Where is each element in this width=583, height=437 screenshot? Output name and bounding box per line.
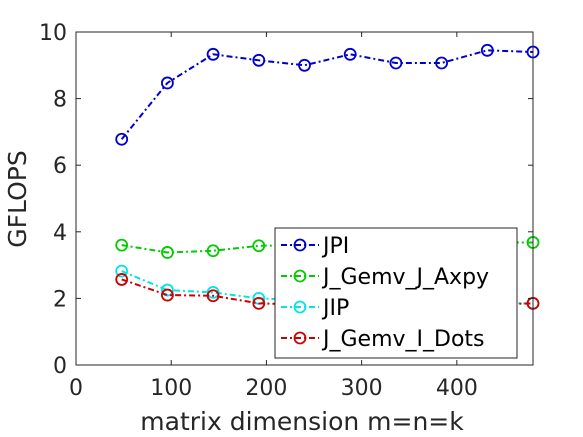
data-point xyxy=(252,239,266,253)
data-point xyxy=(252,296,266,310)
series-line xyxy=(121,270,534,305)
data-point xyxy=(206,244,220,258)
legend-marker xyxy=(293,238,307,252)
data-point xyxy=(298,58,311,72)
legend-marker xyxy=(293,269,307,283)
axes-box xyxy=(75,31,534,366)
data-point xyxy=(160,283,174,297)
legend-marker xyxy=(293,331,307,345)
legend-item: J_Gemv_J_Axpy xyxy=(281,265,489,290)
y-tick-label: 0 xyxy=(53,354,67,379)
series-JPI xyxy=(115,43,540,146)
y-tick-label: 2 xyxy=(53,287,67,312)
legend-label: J_Gemv_I_Dots xyxy=(321,327,485,352)
y-tick-label: 10 xyxy=(39,21,67,46)
data-point xyxy=(160,288,174,302)
data-point xyxy=(206,289,220,303)
y-axis-label: GFLOPS xyxy=(3,150,32,247)
legend-label: JPI xyxy=(321,234,349,259)
data-point xyxy=(435,56,449,70)
data-point xyxy=(343,47,357,61)
legend-label: JIP xyxy=(321,296,349,321)
data-point xyxy=(206,286,220,299)
x-tick-label: 100 xyxy=(150,376,192,401)
data-point xyxy=(389,56,403,70)
x-tick-label: 300 xyxy=(341,376,383,401)
data-point xyxy=(252,53,266,67)
data-point xyxy=(480,43,494,57)
data-point xyxy=(160,246,174,259)
data-point xyxy=(160,76,174,90)
legend-item: JPI xyxy=(281,234,349,259)
data-point xyxy=(115,264,129,278)
x-tick-label: 0 xyxy=(69,376,83,401)
y-tick-label: 8 xyxy=(53,88,67,113)
y-tick-label: 6 xyxy=(53,154,67,179)
axes: 0 100 200 300 400 0 2 4 6 8 10 xyxy=(39,21,534,401)
data-point xyxy=(206,47,220,61)
legend-item: JIP xyxy=(281,296,349,321)
legend-label: J_Gemv_J_Axpy xyxy=(321,265,489,290)
x-tick-label: 400 xyxy=(436,376,478,401)
series-line xyxy=(120,49,534,140)
legend-item: J_Gemv_I_Dots xyxy=(281,327,485,352)
x-axis-label: matrix dimension m=n=k xyxy=(140,407,464,436)
legend: JPI J_Gemv_J_Axpy JIP J_Gemv_I_Dots xyxy=(274,227,518,359)
legend-marker xyxy=(293,300,307,314)
legend-box xyxy=(274,227,518,359)
data-point xyxy=(115,238,129,252)
data-point xyxy=(115,132,129,146)
y-tick-label: 4 xyxy=(53,221,67,246)
data-point xyxy=(115,273,129,286)
x-tick-label: 200 xyxy=(245,376,287,401)
